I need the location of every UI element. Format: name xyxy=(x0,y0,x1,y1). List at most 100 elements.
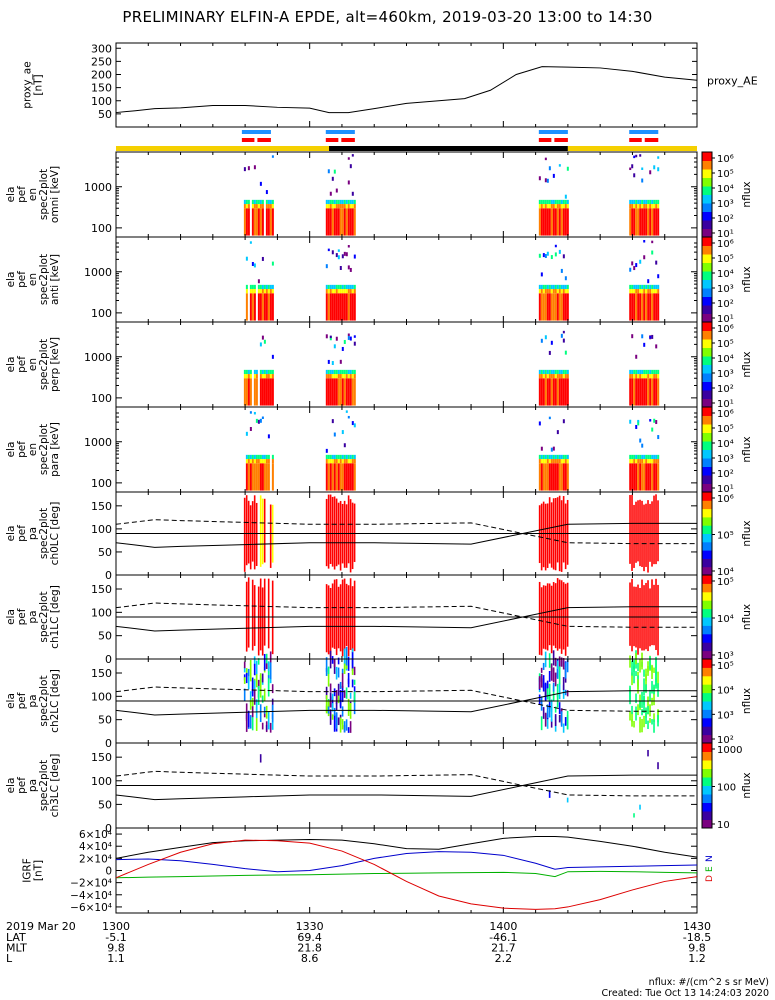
spec-cell xyxy=(645,369,648,375)
y-tick-label: 6×10⁴ xyxy=(79,829,112,841)
spec-cell xyxy=(653,463,656,491)
colorbar-cell xyxy=(702,228,712,231)
colorbar-cell xyxy=(702,256,712,259)
spec-cell xyxy=(251,289,254,294)
colorbar-cell xyxy=(702,176,712,178)
spec-cell xyxy=(629,378,632,406)
science-zone-red xyxy=(325,138,339,142)
pa-cell xyxy=(548,707,551,718)
spec-cell xyxy=(247,199,250,205)
colorbar-cell xyxy=(702,751,712,754)
spec-cell xyxy=(343,293,346,321)
colorbar-cell xyxy=(702,280,712,283)
spec-cell xyxy=(631,261,634,266)
igrf-series-total xyxy=(115,836,698,859)
spec-cell xyxy=(544,463,547,491)
colorbar-cell xyxy=(702,745,712,748)
spec-cell xyxy=(255,199,258,205)
spec-cell xyxy=(349,459,352,464)
colorbar-cell xyxy=(702,344,712,347)
spec-cell xyxy=(341,369,344,375)
spec-cell xyxy=(649,378,652,406)
pa-cell xyxy=(562,723,565,733)
pa-cell xyxy=(341,673,344,689)
pa-cell xyxy=(353,666,356,676)
colorbar-cell xyxy=(702,263,712,266)
spec-cell xyxy=(345,454,348,460)
spec-cell xyxy=(329,459,332,464)
pa-cell xyxy=(269,722,272,733)
spec-cell xyxy=(329,374,332,379)
loss-cone-line xyxy=(115,774,697,801)
colorbar-cell xyxy=(702,419,712,422)
spec-cell xyxy=(335,199,338,205)
pa-cell xyxy=(351,679,354,688)
colorbar-cell xyxy=(702,544,712,547)
spec-cell xyxy=(329,191,332,196)
spec-cell xyxy=(562,459,565,464)
colorbar-cell xyxy=(702,350,712,353)
colorbar-cell xyxy=(702,667,712,670)
colorbar-cell xyxy=(702,178,712,181)
spec-cell xyxy=(562,338,565,343)
spec-cell xyxy=(635,293,638,321)
spec-cell xyxy=(562,330,565,334)
pa-cell xyxy=(253,495,256,570)
pa-cell xyxy=(647,500,649,573)
spec-cell xyxy=(544,289,547,294)
colorbar-cell xyxy=(702,276,712,279)
spec-cell xyxy=(631,459,634,464)
pa-cell xyxy=(259,754,262,763)
colorbar-cell xyxy=(702,774,712,777)
spec-cell xyxy=(641,204,644,209)
colorbar-cell xyxy=(702,736,712,738)
ylabel-line: en xyxy=(27,188,39,201)
spec-cell xyxy=(562,284,565,290)
spec-cell xyxy=(552,446,555,451)
spec-cell xyxy=(651,284,654,290)
spec-cell xyxy=(343,374,346,379)
spec-cell xyxy=(651,289,654,294)
colorbar-cell xyxy=(702,604,712,607)
spec-cell xyxy=(253,199,256,205)
spec-cell xyxy=(629,459,632,464)
x-row-value: 1.1 xyxy=(107,952,125,965)
spec-cell xyxy=(337,454,340,460)
spec-cell xyxy=(645,208,648,236)
spec-cell xyxy=(351,154,354,157)
y-tick-label: 50 xyxy=(98,546,112,559)
spec-cell xyxy=(562,378,565,406)
spec-cell xyxy=(556,430,559,435)
spectrogram-en_spec_para xyxy=(245,410,660,491)
spec-cell xyxy=(333,199,336,205)
spec-cell xyxy=(641,459,644,464)
colorbar-cell xyxy=(702,265,712,268)
spec-cell xyxy=(257,293,260,321)
pa-cell xyxy=(560,500,563,572)
pa-cell xyxy=(343,663,346,674)
pa-cell xyxy=(633,813,635,818)
spec-cell xyxy=(538,199,541,205)
y-tick-label: 50 xyxy=(98,714,112,727)
spec-cell xyxy=(259,293,262,321)
spec-cell xyxy=(546,204,549,209)
pa-cell xyxy=(566,710,569,721)
colorbar-cell xyxy=(702,611,712,614)
colorbar-cell xyxy=(702,788,712,791)
spec-cell xyxy=(635,378,638,406)
spec-cell xyxy=(245,293,248,321)
x-tick-label: 1300 xyxy=(102,920,130,933)
spec-cell xyxy=(331,289,334,294)
colorbar-cell xyxy=(702,408,712,411)
pa-cell xyxy=(331,583,334,648)
pa-cell xyxy=(558,702,561,715)
spec-cell xyxy=(339,454,342,460)
colorbar-cell xyxy=(702,625,712,628)
colorbar-cell xyxy=(702,498,712,501)
pa-cell xyxy=(257,586,260,656)
spec-cell xyxy=(351,284,354,290)
spec-cell xyxy=(653,293,656,321)
spec-cell xyxy=(353,335,356,338)
spec-cell xyxy=(651,250,654,255)
